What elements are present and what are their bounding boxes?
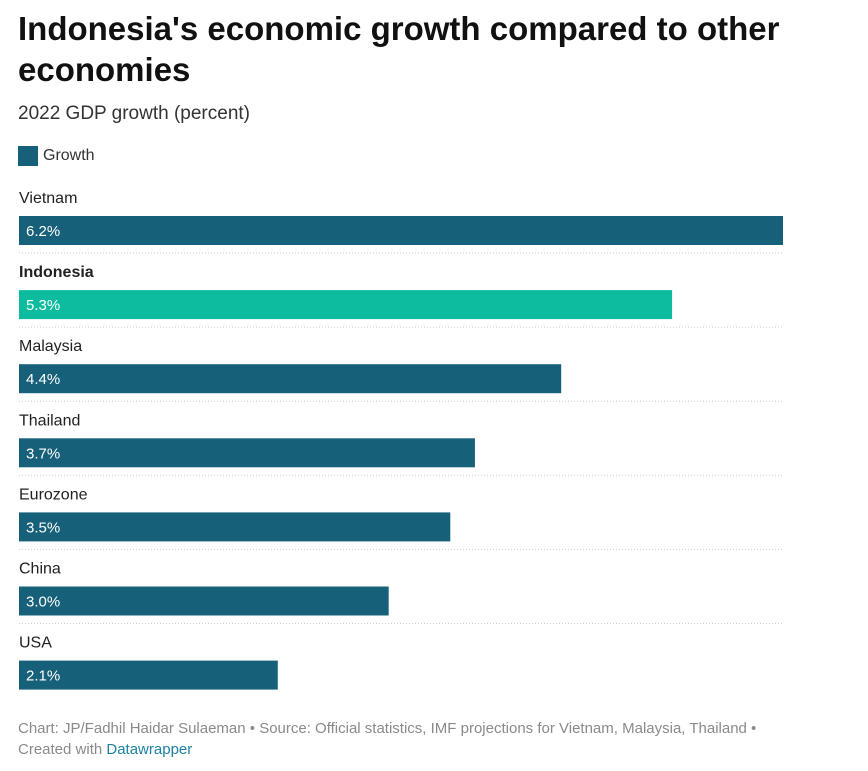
bar <box>19 512 451 542</box>
category-label: Malaysia <box>19 338 82 355</box>
value-label: 5.3% <box>26 297 60 314</box>
value-label: 3.7% <box>26 445 60 462</box>
legend-swatch <box>18 146 38 166</box>
category-label: USA <box>19 635 52 652</box>
category-label: Eurozone <box>19 486 88 503</box>
category-label: Vietnam <box>19 190 77 207</box>
bar <box>19 660 278 690</box>
value-label: 6.2% <box>26 223 60 240</box>
legend: Growth <box>18 146 95 166</box>
bar <box>19 364 562 394</box>
value-label: 4.4% <box>26 371 60 388</box>
footer-text: Chart: JP/Fadhil Haidar Sulaeman • Sourc… <box>18 720 757 758</box>
category-label: China <box>19 561 61 578</box>
bar <box>19 438 475 468</box>
chart-subtitle: 2022 GDP growth (percent) <box>18 103 250 124</box>
value-label: 3.0% <box>26 594 60 611</box>
chart-title: Indonesia's economic growth compared to … <box>18 10 780 88</box>
category-label: Thailand <box>19 412 80 429</box>
value-label: 2.1% <box>26 668 60 685</box>
category-label: Indonesia <box>19 264 94 281</box>
chart-footer: Chart: JP/Fadhil Haidar Sulaeman • Sourc… <box>18 718 798 760</box>
bar <box>19 586 389 616</box>
bar <box>19 216 783 245</box>
legend-label: Growth <box>43 147 95 164</box>
value-label: 3.5% <box>26 519 60 536</box>
bar <box>19 290 673 320</box>
datawrapper-link[interactable]: Datawrapper <box>106 741 193 758</box>
